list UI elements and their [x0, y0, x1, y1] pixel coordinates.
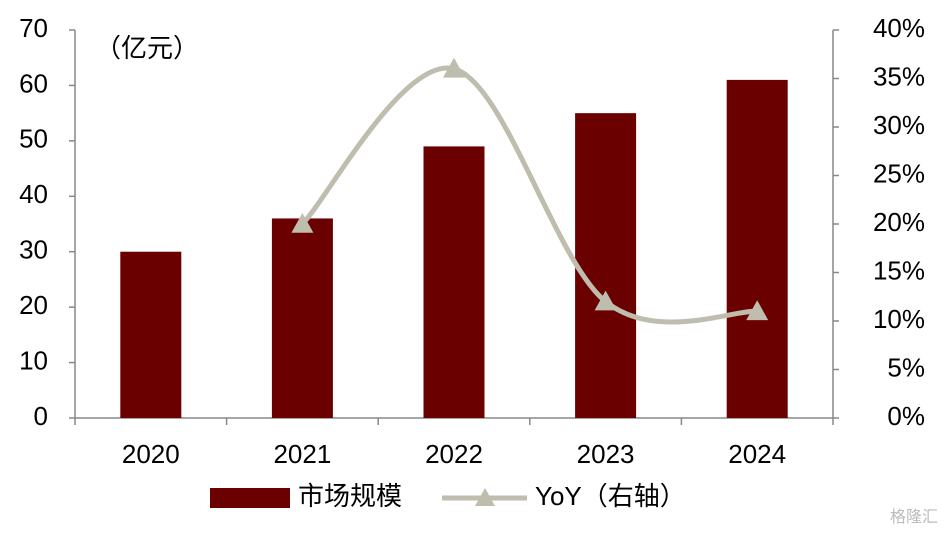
y2-tick-label: 40%: [873, 13, 925, 43]
legend-marker: [475, 488, 496, 506]
y2-tick-label: 0%: [887, 401, 925, 431]
y2-tick-label: 35%: [873, 61, 925, 91]
y-tick-label: 60: [19, 68, 48, 98]
x-tick-label: 2023: [577, 439, 635, 469]
bar: [575, 113, 637, 419]
x-tick-label: 2024: [728, 439, 786, 469]
bar: [726, 79, 788, 418]
line: [300, 65, 758, 325]
y2-tick-label: 15%: [873, 255, 925, 285]
x-tick-label: 2021: [273, 439, 331, 469]
y-tick-label: 0: [34, 401, 48, 431]
bar: [423, 146, 485, 418]
y2-tick-label: 30%: [873, 110, 925, 140]
line-marker: [291, 213, 314, 233]
line-marker: [594, 290, 617, 311]
x-tick-label: 2022: [425, 439, 483, 469]
y-tick-label: 50: [19, 124, 48, 154]
bar: [120, 251, 182, 418]
y-tick-label: 30: [19, 235, 48, 265]
y-tick-label: 20: [19, 290, 48, 320]
y-tick-label: 40: [19, 179, 48, 209]
legend-label: YoY（右轴）: [535, 481, 686, 511]
y2-tick-label: 10%: [873, 304, 925, 334]
line-marker: [746, 300, 769, 321]
line-marker: [443, 57, 465, 78]
watermark: 格隆汇: [890, 508, 938, 526]
bar: [271, 218, 333, 418]
y2-tick-label: 25%: [873, 158, 925, 188]
legend-swatch: [210, 488, 290, 508]
y2-tick-label: 5%: [887, 352, 925, 382]
y-tick-label: 70: [19, 13, 48, 43]
y-tick-label: 10: [19, 345, 48, 375]
legend-label: 市场规模: [298, 481, 402, 511]
unit-label: （亿元）: [95, 33, 199, 63]
x-tick-label: 2020: [122, 439, 180, 469]
y2-tick-label: 20%: [873, 207, 925, 237]
